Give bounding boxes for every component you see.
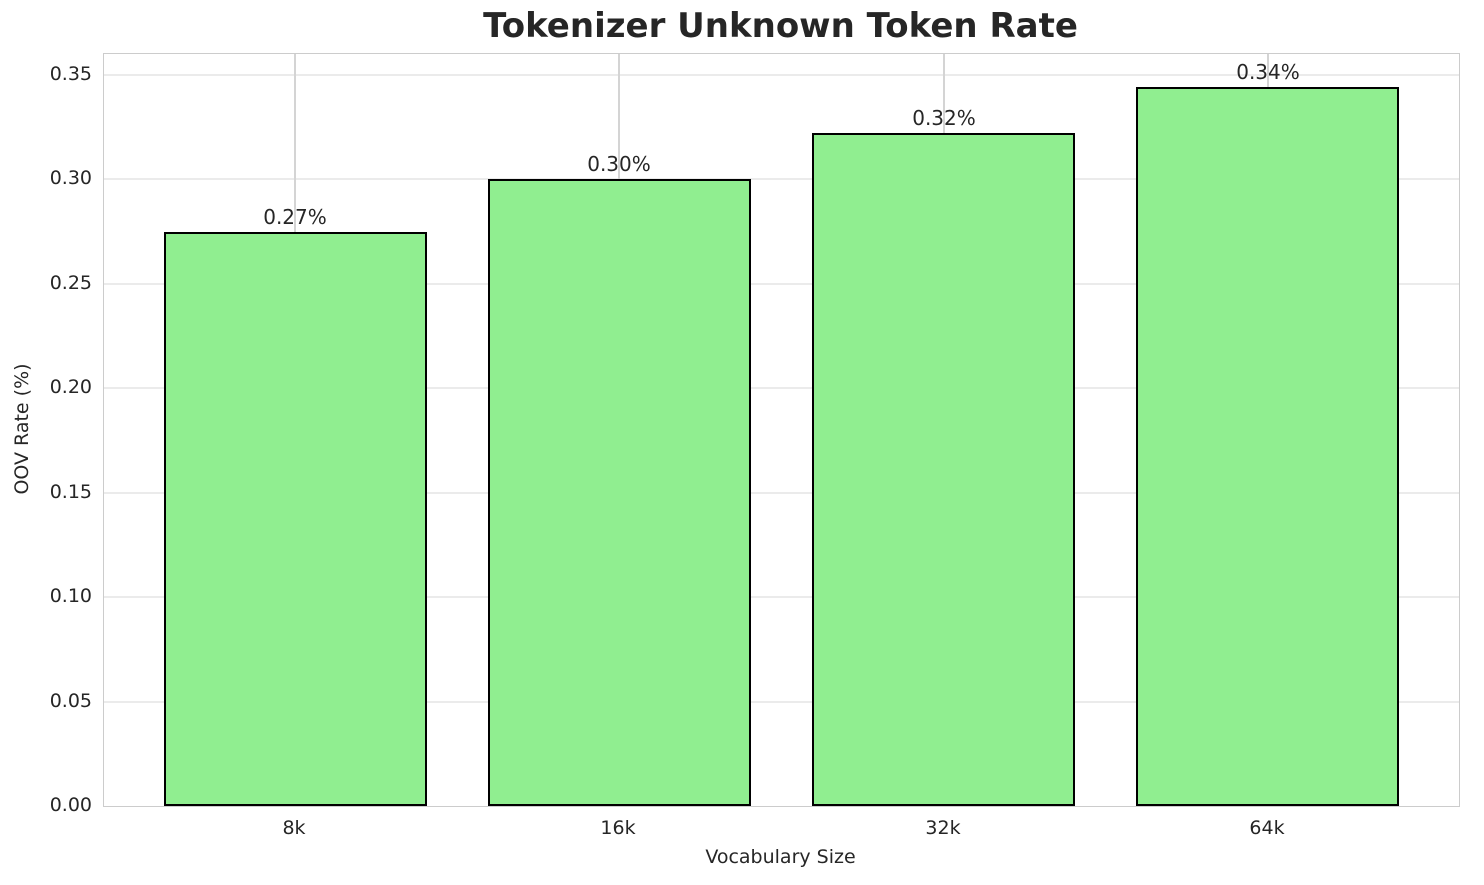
bar bbox=[488, 179, 751, 806]
y-tick-label: 0.10 bbox=[49, 585, 92, 607]
y-tick-label: 0.05 bbox=[49, 690, 92, 712]
bar-value-label: 0.34% bbox=[1236, 60, 1300, 84]
chart-title: Tokenizer Unknown Token Rate bbox=[483, 6, 1078, 46]
h-gridline bbox=[104, 73, 1459, 76]
h-gridline bbox=[104, 387, 1459, 390]
h-gridline bbox=[104, 282, 1459, 285]
h-gridline bbox=[104, 178, 1459, 181]
bar bbox=[812, 133, 1075, 806]
bar-value-label: 0.30% bbox=[587, 152, 651, 176]
x-tick-label: 64k bbox=[1249, 817, 1285, 839]
plot-area: 0.27% 0.30% 0.32% 0.34% bbox=[103, 53, 1460, 807]
y-tick-label: 0.25 bbox=[49, 272, 92, 294]
y-tick-label: 0.15 bbox=[49, 481, 92, 503]
bar-value-label: 0.27% bbox=[263, 205, 327, 229]
bar bbox=[164, 232, 427, 806]
x-tick-label: 32k bbox=[925, 817, 961, 839]
x-tick-label: 16k bbox=[600, 817, 636, 839]
h-gridline bbox=[104, 491, 1459, 494]
y-tick-label: 0.20 bbox=[49, 376, 92, 398]
bar-value-label: 0.32% bbox=[912, 106, 976, 130]
y-tick-label: 0.35 bbox=[49, 63, 92, 85]
bar bbox=[1136, 87, 1399, 806]
x-axis-label: Vocabulary Size bbox=[705, 846, 856, 868]
y-tick-label: 0.00 bbox=[49, 794, 92, 816]
h-gridline bbox=[104, 596, 1459, 599]
y-tick-label: 0.30 bbox=[49, 167, 92, 189]
h-gridline bbox=[104, 700, 1459, 703]
x-tick-label: 8k bbox=[282, 817, 306, 839]
